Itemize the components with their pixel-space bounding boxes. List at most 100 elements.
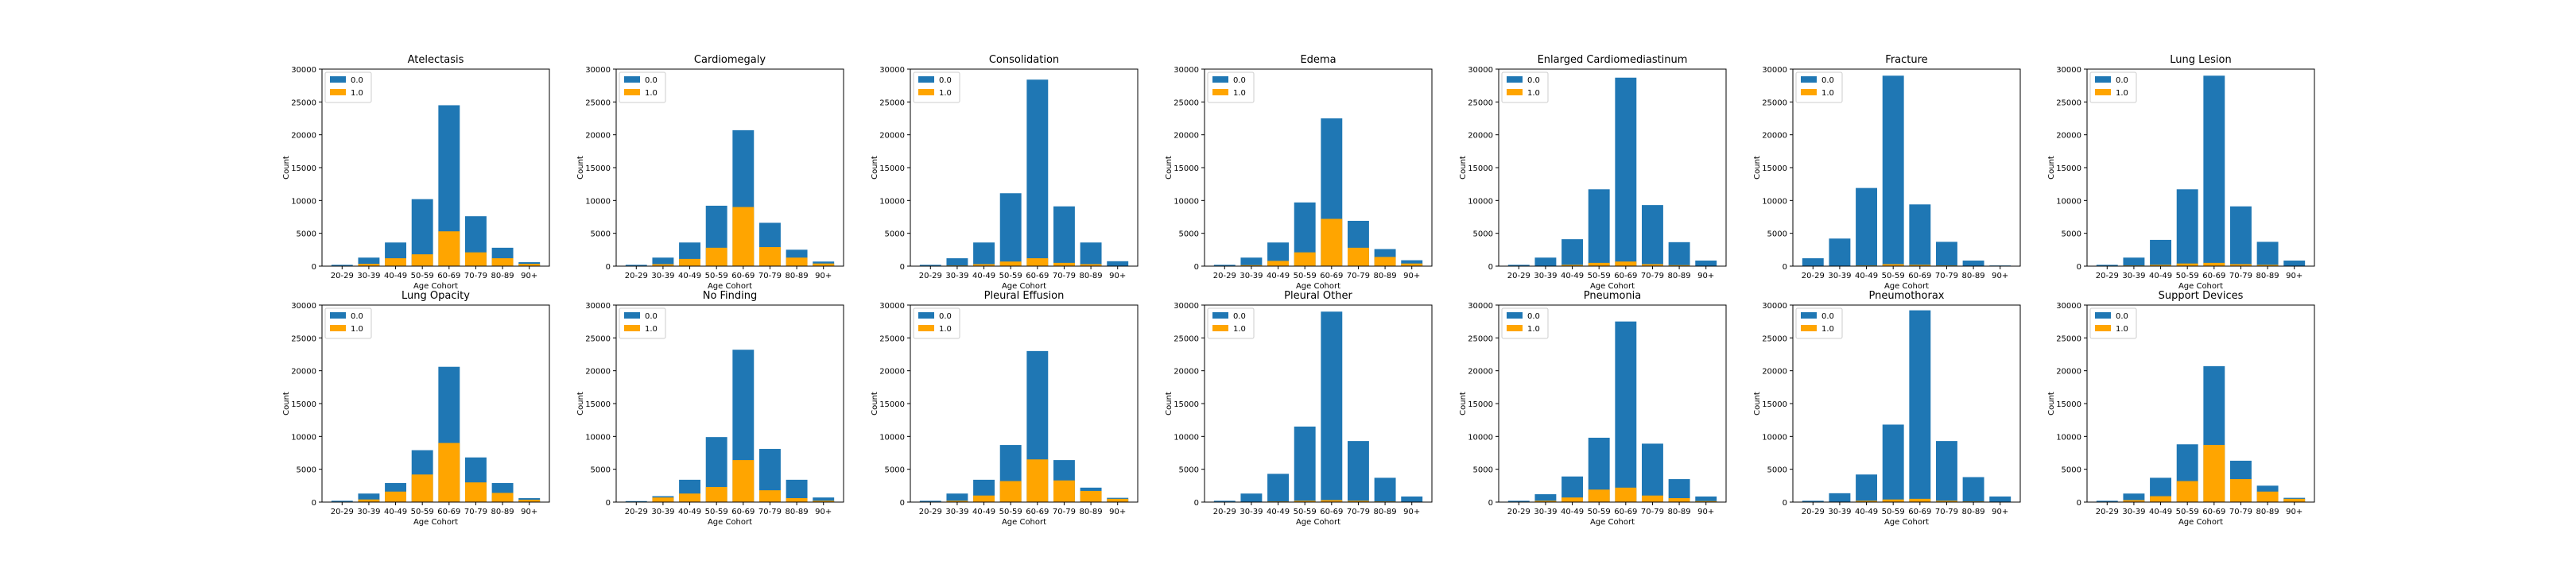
bar-0.0-70-79: [1053, 206, 1075, 266]
x-tick-label: 50-59: [1588, 272, 1611, 280]
bar-1.0-50-59: [1294, 500, 1316, 502]
y-axis-label: Count: [576, 156, 585, 180]
y-tick-label: 0: [1488, 499, 1493, 508]
bar-0.0-70-79: [2229, 206, 2252, 266]
y-tick-label: 30000: [879, 66, 905, 75]
x-axis-label: Age Cohort: [1296, 282, 1340, 291]
bar-1.0-60-69: [1321, 218, 1343, 266]
y-tick-label: 0: [2077, 499, 2081, 508]
bar-0.0-50-59: [1882, 75, 1904, 267]
bar-1.0-40-49: [1856, 500, 1878, 502]
bar-0.0-60-69: [1909, 204, 1931, 266]
bar-0.0-20-29: [1213, 265, 1236, 266]
y-tick-label: 10000: [1468, 197, 1493, 206]
bar-0.0-20-29: [2096, 500, 2118, 502]
bar-0.0-90+: [1695, 496, 1717, 502]
x-axis-label: Age Cohort: [1884, 518, 1929, 527]
y-tick-label: 30000: [291, 66, 316, 75]
y-tick-label: 20000: [879, 368, 905, 377]
legend-swatch-0.0: [1801, 76, 1817, 83]
x-tick-label: 90+: [1403, 272, 1420, 280]
x-tick-label: 30-39: [945, 272, 968, 280]
bar-1.0-50-59: [1588, 262, 1610, 266]
y-tick-label: 10000: [1762, 433, 1787, 442]
bar-0.0-50-59: [1588, 189, 1610, 266]
bar-1.0-70-79: [464, 252, 487, 266]
bar-1.0-50-59: [1294, 252, 1316, 266]
bar-0.0-20-29: [1507, 265, 1530, 266]
legend-label-0.0: 0.0: [939, 312, 952, 321]
bar-0.0-40-49: [1856, 187, 1878, 266]
y-tick-label: 25000: [1762, 334, 1787, 343]
x-tick-label: 70-79: [1053, 508, 1076, 516]
bar-1.0-40-49: [2150, 265, 2172, 266]
x-tick-label: 40-49: [1267, 508, 1290, 516]
bar-1.0-80-89: [2256, 265, 2279, 266]
legend: 0.01.0: [2089, 307, 2137, 339]
x-tick-label: 20-29: [1507, 508, 1530, 516]
x-tick-label: 90+: [1697, 272, 1714, 280]
x-tick-label: 60-69: [1026, 508, 1049, 516]
y-tick-label: 5000: [1767, 466, 1787, 475]
x-tick-label: 30-39: [357, 272, 380, 280]
y-tick-label: 5000: [591, 230, 611, 239]
x-axis-label: Age Cohort: [708, 518, 752, 527]
legend-label-1.0: 1.0: [1233, 89, 1246, 98]
bar-1.0-30-39: [652, 264, 674, 266]
x-tick-label: 30-39: [651, 272, 674, 280]
bar-0.0-30-39: [1534, 257, 1557, 266]
bar-1.0-40-49: [1562, 497, 1584, 502]
legend-swatch-0.0: [330, 76, 346, 83]
bar-0.0-20-29: [919, 265, 941, 266]
bar-1.0-70-79: [758, 490, 781, 502]
y-tick-label: 5000: [297, 230, 316, 239]
bar-1.0-90+: [1695, 500, 1717, 502]
legend-label-0.0: 0.0: [645, 312, 658, 321]
legend-swatch-1.0: [624, 89, 640, 95]
y-tick-label: 10000: [2056, 433, 2081, 442]
x-axis-label: Age Cohort: [1884, 282, 1929, 291]
y-tick-label: 5000: [2062, 230, 2081, 239]
legend-swatch-0.0: [330, 312, 346, 319]
x-tick-label: 30-39: [1240, 272, 1263, 280]
x-tick-label: 40-49: [2149, 508, 2172, 516]
bar-0.0-60-69: [1909, 310, 1931, 502]
y-tick-label: 20000: [585, 132, 611, 141]
bar-1.0-90+: [1107, 498, 1129, 502]
y-tick-label: 15000: [585, 164, 611, 173]
x-tick-label: 30-39: [1828, 508, 1851, 516]
subplot-title: Pneumonia: [1584, 290, 1642, 302]
bar-1.0-60-69: [1026, 459, 1049, 502]
y-tick-label: 0: [312, 499, 316, 508]
y-tick-label: 10000: [585, 197, 611, 206]
y-tick-label: 5000: [885, 230, 905, 239]
y-tick-label: 15000: [585, 400, 611, 409]
bar-1.0-70-79: [1641, 495, 1663, 502]
x-tick-label: 30-39: [651, 508, 674, 516]
legend-swatch-1.0: [1507, 325, 1523, 331]
bar-0.0-80-89: [1962, 260, 1984, 266]
y-tick-label: 30000: [585, 66, 611, 75]
y-tick-label: 20000: [879, 132, 905, 141]
x-tick-label: 70-79: [1347, 508, 1370, 516]
x-axis-label: Age Cohort: [2178, 518, 2223, 527]
y-tick-label: 10000: [291, 197, 316, 206]
y-axis-label: Count: [282, 392, 291, 415]
x-tick-label: 70-79: [758, 272, 782, 280]
subplot-edema: Edema 0 5000 10000 15000 20000 25000 30000 20-29…: [1165, 54, 1433, 291]
legend: 0.01.0: [1795, 307, 1843, 339]
y-axis-label: Count: [1753, 392, 1762, 415]
x-tick-label: 30-39: [1240, 508, 1263, 516]
y-tick-label: 15000: [1174, 164, 1199, 173]
legend-label-1.0: 1.0: [1821, 89, 1834, 98]
bar-0.0-20-29: [625, 500, 647, 502]
y-tick-label: 30000: [1468, 66, 1493, 75]
bar-1.0-40-49: [973, 495, 995, 502]
bar-0.0-80-89: [1374, 477, 1396, 502]
y-tick-label: 25000: [291, 334, 316, 343]
legend-label-0.0: 0.0: [1821, 312, 1834, 321]
subplot-pleural-other: Pleural Other 0 5000 10000 15000 20000 25000 30…: [1165, 290, 1433, 527]
x-tick-label: 40-49: [1561, 272, 1584, 280]
bar-0.0-50-59: [1294, 426, 1316, 502]
